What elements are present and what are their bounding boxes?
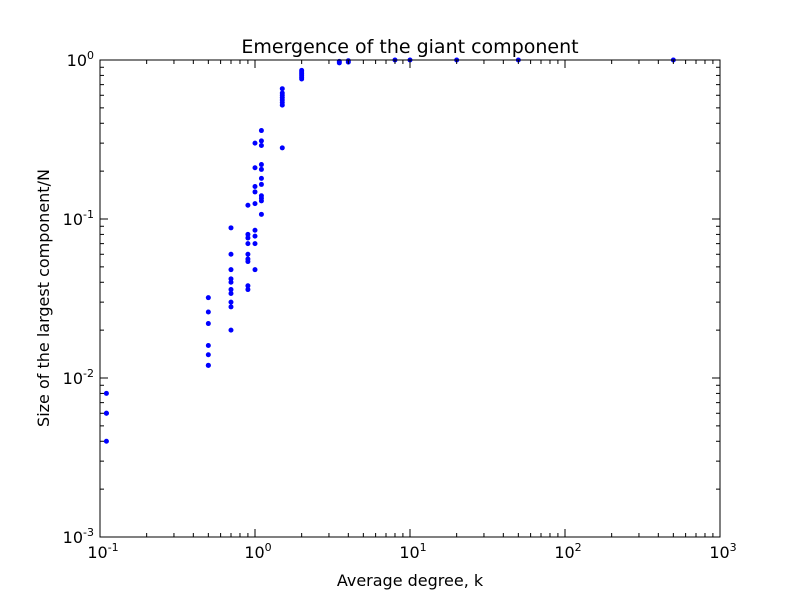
data-point (228, 267, 234, 273)
data-point (252, 165, 258, 171)
data-point (245, 231, 251, 237)
y-tick-label: 100 (67, 49, 94, 70)
data-point (228, 299, 234, 305)
data-point (252, 227, 258, 233)
data-point (252, 201, 258, 207)
data-point (252, 189, 258, 195)
data-point (228, 290, 234, 296)
chart-title: Emergence of the giant component (241, 36, 578, 58)
y-tick-labels: 10-3 10-2 10-1 100 (63, 49, 94, 547)
data-point (252, 267, 258, 273)
data-point (279, 86, 285, 92)
plot-frame (99, 59, 721, 538)
data-point (245, 283, 251, 289)
data-point (258, 211, 264, 217)
data-point (228, 225, 234, 231)
data-point (245, 241, 251, 247)
x-tick-label: 100 (244, 541, 271, 562)
data-point (258, 142, 264, 148)
data-point (252, 140, 258, 146)
y-axis-label: Size of the largest component/N (34, 169, 53, 427)
data-point (299, 76, 305, 82)
data-point (252, 233, 258, 239)
x-tick-label: 102 (554, 541, 581, 562)
x-axis-label: Average degree, k (337, 571, 484, 590)
data-point (103, 410, 109, 416)
data-point (103, 438, 109, 444)
data-point (258, 175, 264, 181)
data-point (258, 128, 264, 134)
data-point (205, 352, 211, 358)
data-point (103, 390, 109, 396)
y-tick-label: 10-3 (63, 526, 94, 547)
data-point (252, 184, 258, 190)
x-tick-labels: 10-1 100 101 102 103 (87, 541, 736, 562)
data-point (228, 251, 234, 257)
data-point (228, 279, 234, 285)
data-point (205, 362, 211, 368)
data-point (258, 138, 264, 144)
data-point (258, 181, 264, 187)
data-point (258, 198, 264, 204)
x-tick-label: 103 (709, 541, 736, 562)
x-tick-label: 101 (399, 541, 426, 562)
data-point (228, 287, 234, 293)
data-point (245, 287, 251, 293)
data-points (103, 57, 676, 444)
data-point (252, 241, 258, 247)
data-point (336, 60, 342, 66)
data-point (205, 343, 211, 349)
data-point (205, 295, 211, 301)
data-point (205, 309, 211, 315)
x-tick-label: 10-1 (87, 541, 118, 562)
y-tick-label: 10-1 (63, 208, 94, 229)
data-point (245, 259, 251, 265)
data-point (245, 251, 251, 257)
data-point (258, 166, 264, 172)
data-point (279, 145, 285, 151)
data-point (245, 235, 251, 241)
data-point (228, 304, 234, 310)
axis-ticks (99, 59, 721, 538)
y-tick-label: 10-2 (63, 367, 94, 388)
data-point (245, 202, 251, 208)
data-point (279, 102, 285, 108)
data-point (258, 162, 264, 168)
data-point (205, 321, 211, 327)
data-point (228, 327, 234, 333)
